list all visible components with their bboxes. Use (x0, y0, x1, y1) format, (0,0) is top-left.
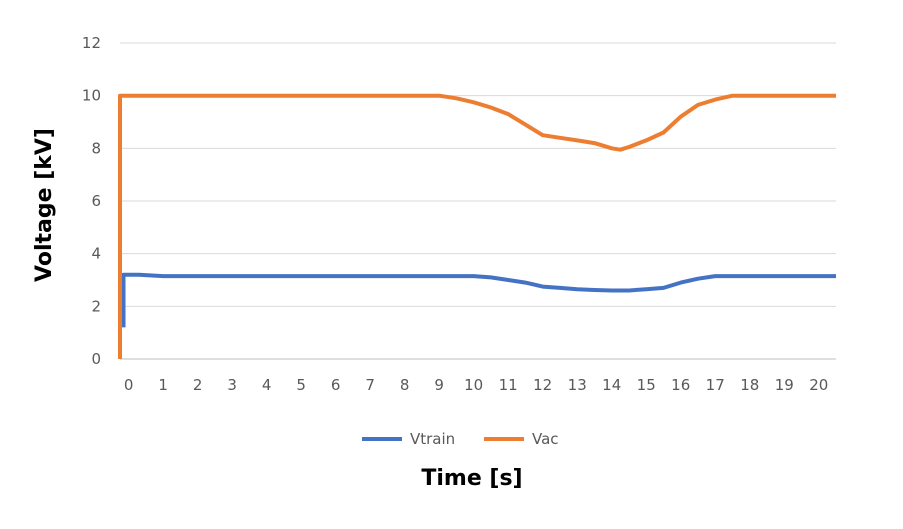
y-tick-label: 10 (82, 87, 101, 105)
x-tick-label: 14 (602, 376, 621, 394)
y-tick-label: 6 (91, 192, 101, 210)
x-tick-label: 4 (262, 376, 272, 394)
y-tick-label: 8 (91, 139, 101, 157)
x-tick-label: 0 (124, 376, 134, 394)
x-tick-label: 19 (775, 376, 794, 394)
x-tick-label: 2 (193, 376, 203, 394)
series-line-vtrain (121, 272, 836, 328)
x-tick-label: 3 (227, 376, 237, 394)
y-tick-label: 0 (91, 350, 101, 368)
x-tick-label: 7 (365, 376, 375, 394)
x-tick-label: 6 (331, 376, 341, 394)
x-tick-label: 10 (464, 376, 483, 394)
x-tick-label: 16 (671, 376, 690, 394)
x-tick-label: 9 (434, 376, 444, 394)
legend: Vtrain Vac (362, 430, 559, 448)
x-tick-label: 1 (158, 376, 168, 394)
x-tick-label: 15 (637, 376, 656, 394)
x-tick-label: 11 (499, 376, 518, 394)
series-lines (118, 93, 836, 359)
y-tick-label: 2 (91, 297, 101, 315)
y-tick-label: 12 (82, 34, 101, 52)
x-tick-label: 13 (568, 376, 587, 394)
y-axis-ticks: 0 2 4 6 8 10 12 (82, 34, 101, 368)
x-axis-title: Time [s] (421, 466, 522, 491)
gridlines (120, 42, 836, 360)
x-tick-label: 8 (400, 376, 410, 394)
x-tick-label: 20 (809, 376, 828, 394)
x-tick-label: 12 (533, 376, 552, 394)
x-axis-ticks: 0 1 2 3 4 5 6 7 8 9 10 11 12 13 14 15 16 17 18 19 20 (124, 376, 828, 394)
x-tick-label: 5 (296, 376, 306, 394)
legend-label-vac: Vac (532, 430, 559, 448)
series-line-vac (118, 93, 836, 359)
x-tick-label: 17 (706, 376, 725, 394)
legend-label-vtrain: Vtrain (410, 430, 455, 448)
x-tick-label: 18 (740, 376, 759, 394)
y-tick-label: 4 (91, 245, 101, 263)
y-axis-title: Voltage [kV] (32, 128, 57, 282)
